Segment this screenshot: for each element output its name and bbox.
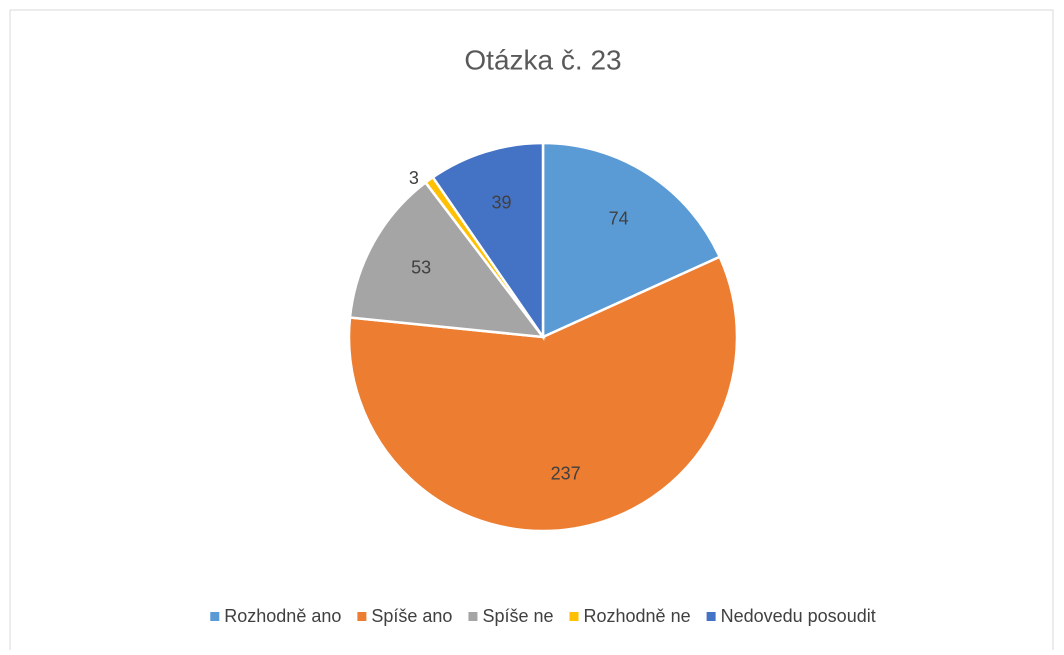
pie-slice <box>348 180 546 339</box>
legend-swatch <box>706 612 716 621</box>
pie-slice <box>431 141 545 342</box>
legend-label: Spíše ne <box>482 606 553 626</box>
legend-label: Spíše ano <box>371 606 452 626</box>
legend-swatch <box>569 612 579 621</box>
data-label: 39 <box>491 192 511 212</box>
legend-swatch <box>357 612 367 621</box>
legend-label: Nedovedu posoudit <box>721 606 876 626</box>
pie-slice <box>541 141 722 339</box>
legend-swatch <box>468 612 478 621</box>
pie-slice <box>347 255 739 533</box>
data-label: 3 <box>409 168 419 188</box>
legend-swatch <box>210 612 220 621</box>
legend-label: Rozhodně ano <box>224 606 341 626</box>
chart-title: Otázka č. 23 <box>464 44 621 75</box>
data-label: 74 <box>609 208 629 228</box>
data-label: 53 <box>411 257 431 277</box>
data-label: 237 <box>551 464 581 484</box>
legend-label: Rozhodně ne <box>584 606 691 626</box>
